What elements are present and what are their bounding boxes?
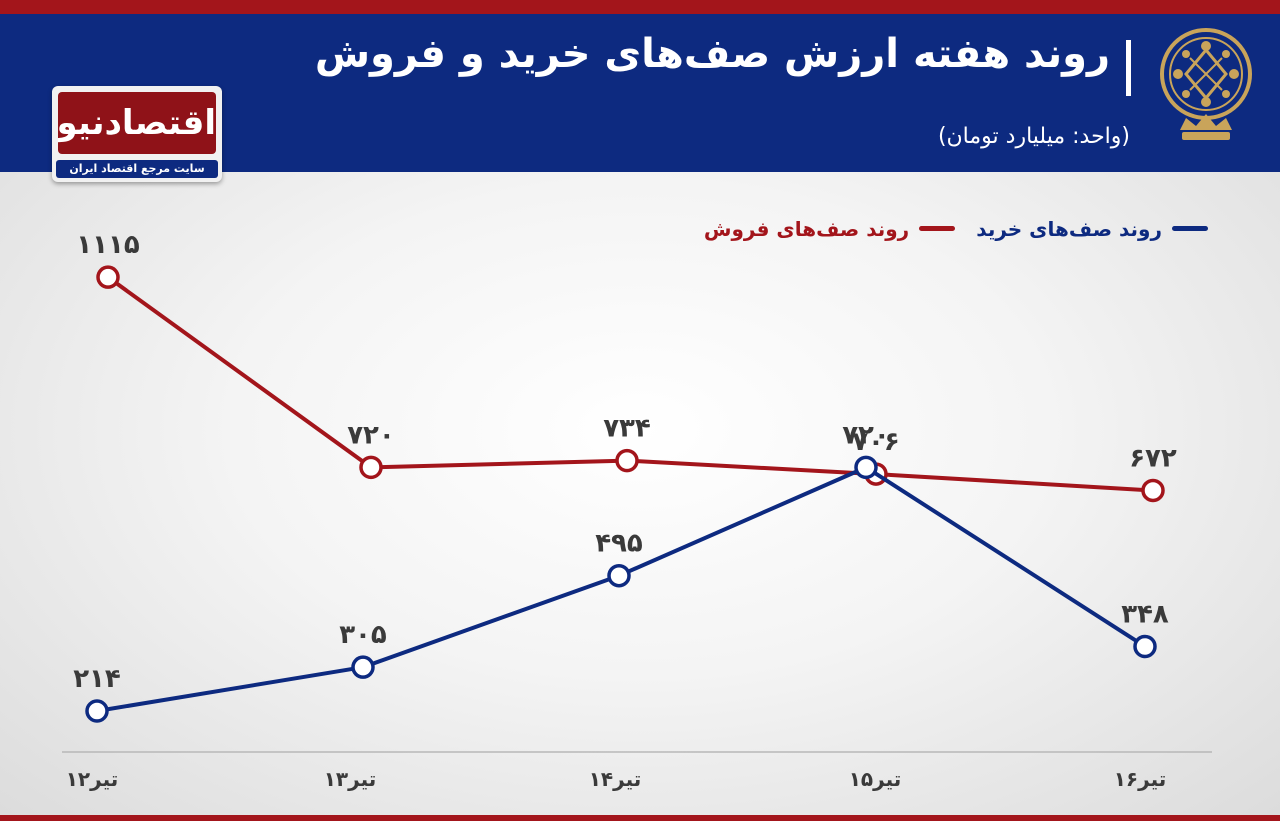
data-point-buy: [85, 699, 109, 723]
x-tick-label: ۱۴تیر: [589, 767, 642, 791]
x-tick-label: ۱۶تیر: [1114, 767, 1167, 791]
legend-label-buy: روند صف‌های خرید: [976, 216, 1162, 241]
data-point-sell: [359, 455, 383, 480]
x-tick-label: ۱۳تیر: [324, 767, 377, 791]
chart-legend: روند صف‌های خرید روند صف‌های فروش: [688, 216, 1208, 241]
data-label-sell: ۱۱۱۵: [76, 230, 140, 260]
title-separator: [1126, 40, 1131, 96]
plot-background: [0, 172, 1280, 815]
data-point-sell: [1141, 478, 1165, 503]
data-point-buy: [351, 655, 375, 679]
legend-swatch-buy: [1172, 226, 1208, 231]
top-accent-stripe: [0, 0, 1280, 14]
chart-title: روند هفته ارزش صف‌های خرید و فروش: [314, 31, 1110, 77]
data-label-sell: ۶۷۲: [1129, 443, 1177, 473]
data-label-sell: ۷۲۰: [347, 420, 395, 450]
data-label-buy: ۲۱۴: [73, 664, 121, 694]
logo-wordmark: اقتصادنیوز: [58, 92, 216, 154]
data-label-buy: ۴۹۵: [595, 529, 643, 559]
data-point-sell: [615, 448, 639, 473]
data-label-buy: ۷۲۰: [842, 420, 890, 450]
data-label-sell: ۷۳۴: [603, 414, 651, 444]
legend-item-sell: روند صف‌های فروش: [703, 216, 956, 241]
data-label-sell: ۷۰۶: [852, 427, 900, 457]
site-logo: اقتصادنیوز سایت مرجع اقتصاد ایران: [52, 86, 222, 182]
data-point-buy: [607, 563, 631, 588]
exchange-emblem-icon: [1160, 28, 1252, 140]
data-label-buy: ۳۰۵: [339, 620, 387, 650]
x-tick-label: ۱۲تیر: [66, 767, 119, 791]
data-label-buy: ۳۴۸: [1121, 599, 1169, 629]
data-point-buy: [1133, 634, 1157, 659]
legend-item-buy: روند صف‌های خرید: [976, 217, 1208, 241]
legend-swatch-sell: [919, 226, 956, 231]
data-point-buy: [854, 455, 878, 480]
data-point-sell: [96, 265, 120, 289]
bottom-accent-stripe: [0, 815, 1280, 821]
legend-label-sell: روند صف‌های فروش: [703, 216, 910, 241]
x-tick-label: ۱۵تیر: [849, 767, 902, 791]
chart-subtitle: (واحد: میلیارد تومان): [937, 124, 1130, 149]
series-line-buy: [96, 465, 1147, 713]
logo-tagline: سایت مرجع اقتصاد ایران: [56, 160, 218, 178]
